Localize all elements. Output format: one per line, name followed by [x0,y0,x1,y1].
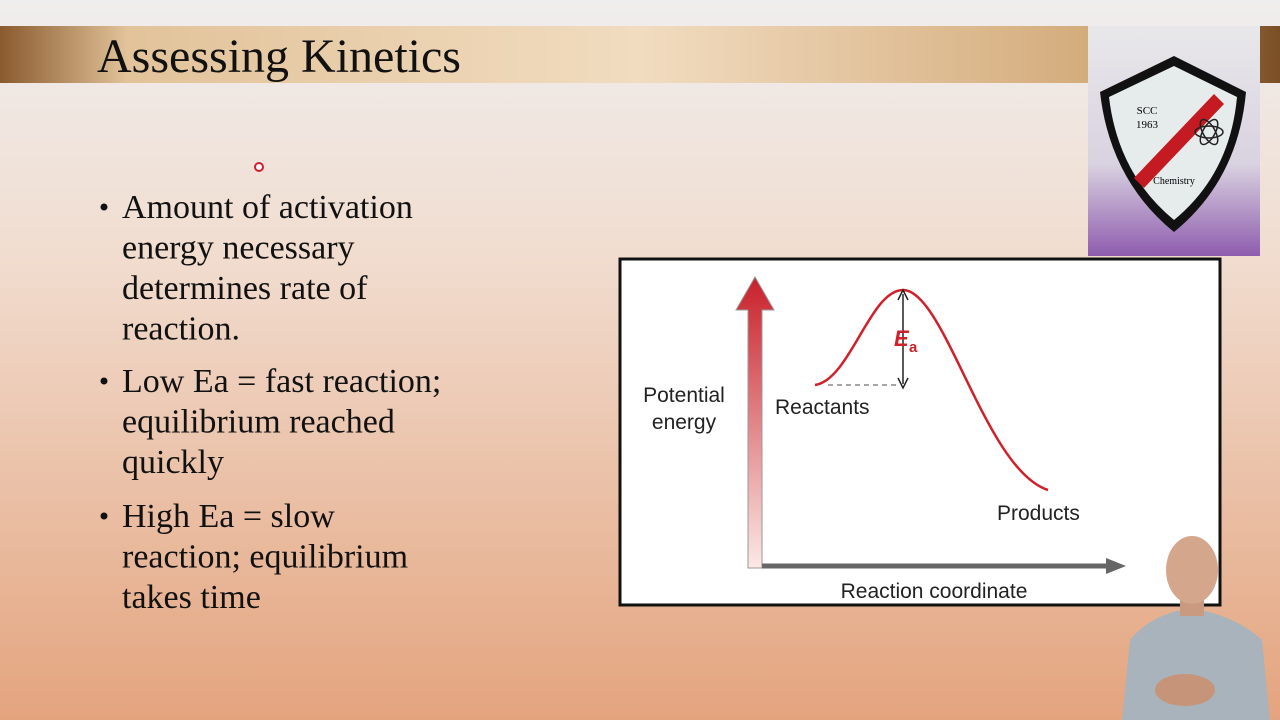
ea-subscript: a [909,339,918,356]
bullet-text: High Ea = slow [122,498,335,535]
logo: SCC 1963 Chemistry [1100,56,1246,232]
slide-title: Assessing Kinetics [97,30,461,83]
bullet-dot [100,377,108,385]
bullet-list: Amount of activation energy necessarydete… [100,189,441,616]
bullet-text: takes time [122,579,261,616]
ea-symbol: E [894,326,910,351]
bullet-text: reaction. [122,311,240,348]
logo-text: Chemistry [1153,176,1195,187]
bullet-text: Amount of activation [122,189,413,226]
bullet-text: Low Ea = fast reaction; [122,363,441,400]
bullet-text: reaction; equilibrium [122,539,408,576]
laser-pointer [254,162,264,172]
reactants-label: Reactants [775,396,870,419]
y-axis-label: Potential [643,384,725,407]
bullet-text: determines rate of [122,270,368,307]
bullet-dot [100,203,108,211]
y-axis-label: energy [652,411,717,434]
energy-diagram: E a Potential energy Reactants Products … [618,257,1222,607]
title-bar [0,26,1280,83]
logo-text: 1963 [1136,119,1159,131]
products-label: Products [997,502,1080,525]
bullet-text: quickly [122,444,224,481]
bullet-dot [100,512,108,520]
bullet-text: equilibrium reached [122,404,395,441]
bullet-text: energy necessary [122,230,355,267]
presenter-video [1122,536,1270,720]
logo-text: SCC [1137,105,1158,117]
x-axis-label: Reaction coordinate [841,580,1028,603]
